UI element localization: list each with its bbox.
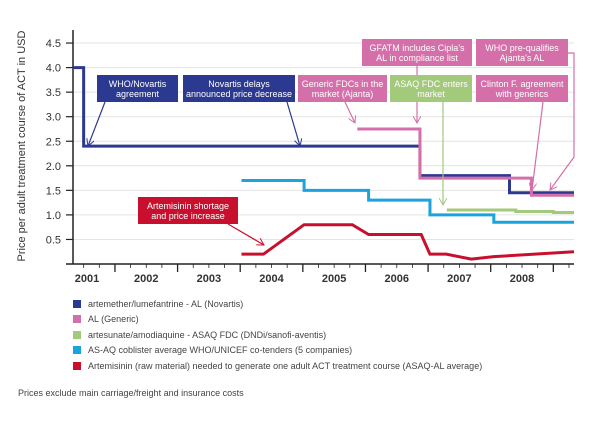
legend-swatch	[73, 361, 81, 370]
legend-swatch	[73, 330, 81, 339]
y-tick-label: 4.0	[46, 63, 61, 75]
y-axis-label: Price per adult treatment course of ACT …	[16, 30, 28, 262]
annotation-asaq-fdc: ASAQ FDC enters market	[390, 75, 472, 102]
x-tick-label: 2006	[385, 273, 409, 285]
annotation-who-novartis: WHO/Novartis agreement	[97, 75, 178, 102]
annotation-generic-fdcs: Generic FDCs in the market (Ajanta)	[298, 75, 387, 102]
y-tick-label: 3.0	[46, 112, 61, 124]
x-tick-label: 2008	[510, 273, 534, 285]
legend-item: artemether/lumefantrine - AL (Novartis)	[73, 296, 482, 312]
legend-label: AL (Generic)	[88, 314, 139, 325]
annotation-novartis-delays: Novartis delays announced price decrease	[183, 75, 295, 102]
legend: artemether/lumefantrine - AL (Novartis) …	[73, 296, 482, 374]
series-line-1	[357, 127, 574, 197]
y-tick-label: 2.5	[46, 136, 61, 148]
y-tick-label: 2.0	[46, 161, 61, 173]
annotation-arrow	[550, 52, 575, 190]
legend-swatch	[73, 299, 81, 308]
legend-label: artemether/lumefantrine - AL (Novartis)	[88, 298, 244, 309]
x-tick-label: 2001	[75, 273, 99, 285]
x-tick-label: 2007	[447, 273, 471, 285]
legend-swatch	[73, 346, 81, 355]
x-tick-label: 2003	[197, 273, 221, 285]
y-tick-label: 0.5	[46, 234, 61, 246]
annotation-arrow	[88, 101, 106, 146]
annotation-arrow	[227, 223, 264, 246]
y-tick-label: 3.5	[46, 87, 61, 99]
annotation-clinton: Clinton F. agreement with generics	[476, 75, 568, 102]
series-line-4	[241, 223, 575, 261]
y-tick-label: 1.5	[46, 185, 61, 197]
legend-label: AS-AQ coblister average WHO/UNICEF co-te…	[88, 345, 353, 356]
legend-swatch	[73, 315, 81, 324]
legend-item: AL (Generic)	[73, 312, 482, 328]
y-tick-label: 4.5	[46, 38, 61, 50]
legend-label: Artemisinin (raw material) needed to gen…	[88, 360, 483, 371]
legend-item: AS-AQ coblister average WHO/UNICEF co-te…	[73, 343, 482, 359]
series-line-3	[241, 179, 574, 224]
footnote: Prices exclude main carriage/freight and…	[18, 388, 244, 398]
y-tick-label: 1.0	[46, 210, 61, 222]
annotation-who-prequalifies: WHO pre-qualifies Ajanta's AL	[476, 39, 568, 66]
legend-item: artesunate/amodiaquine - ASAQ FDC (DNDi/…	[73, 327, 482, 343]
x-tick-label: 2004	[259, 273, 284, 285]
x-tick-label: 2002	[134, 273, 158, 285]
annotation-artemisinin-shortage: Artemisinin shortage and price increase	[138, 197, 238, 224]
series-line-2	[446, 208, 574, 214]
x-tick-label: 2005	[322, 273, 346, 285]
annotation-arrow	[286, 101, 300, 146]
legend-item: Artemisinin (raw material) needed to gen…	[73, 358, 482, 374]
annotation-arrow	[532, 101, 544, 190]
legend-label: artesunate/amodiaquine - ASAQ FDC (DNDi/…	[88, 329, 327, 340]
annotation-gfatm: GFATM includes Cipla's AL in compliance …	[362, 39, 472, 66]
annotation-arrow	[344, 101, 355, 123]
